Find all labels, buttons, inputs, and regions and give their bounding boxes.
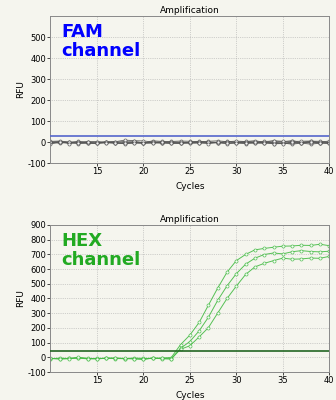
Title: Amplification: Amplification [160,215,220,224]
Text: HEX
channel: HEX channel [61,232,141,269]
X-axis label: Cycles: Cycles [175,182,205,191]
Y-axis label: RFU: RFU [16,81,25,98]
Text: FAM
channel: FAM channel [61,23,141,60]
Title: Amplification: Amplification [160,6,220,15]
Y-axis label: RFU: RFU [16,290,25,307]
X-axis label: Cycles: Cycles [175,391,205,400]
